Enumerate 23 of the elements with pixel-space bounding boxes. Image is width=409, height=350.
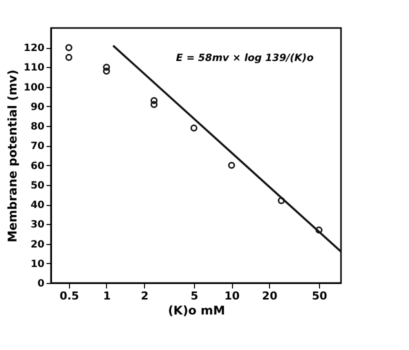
y-tick-label: 90 <box>30 102 45 113</box>
x-tick-label: 0.5 <box>60 290 80 302</box>
y-tick-label: 50 <box>30 180 45 192</box>
y-tick-label: 20 <box>30 239 45 250</box>
x-tick-label: 5 <box>190 290 198 302</box>
y-tick-label: 120 <box>24 43 45 54</box>
y-tick-label: 80 <box>30 122 45 133</box>
y-tick-label: 70 <box>30 141 45 152</box>
x-tick-label: 20 <box>262 290 278 302</box>
x-tick-label: 50 <box>312 290 328 302</box>
y-tick-label: 30 <box>30 220 45 231</box>
y-tick-label: 110 <box>24 62 45 74</box>
x-axis-title: (K)o mM <box>168 304 226 318</box>
x-tick-label: 2 <box>140 290 148 302</box>
y-axis-title: Membrane potential (mv) <box>6 70 20 242</box>
x-tick-label: 1 <box>103 290 111 302</box>
annotation: E = 58mv × log 139/(K)o <box>176 53 314 64</box>
x-tick-label: 10 <box>224 290 240 302</box>
y-tick-label: 40 <box>30 200 45 212</box>
y-tick-label: 100 <box>24 82 45 94</box>
y-tick-label: 10 <box>30 258 45 270</box>
y-tick-label: 0 <box>38 278 45 290</box>
y-tick-label: 60 <box>30 160 45 172</box>
